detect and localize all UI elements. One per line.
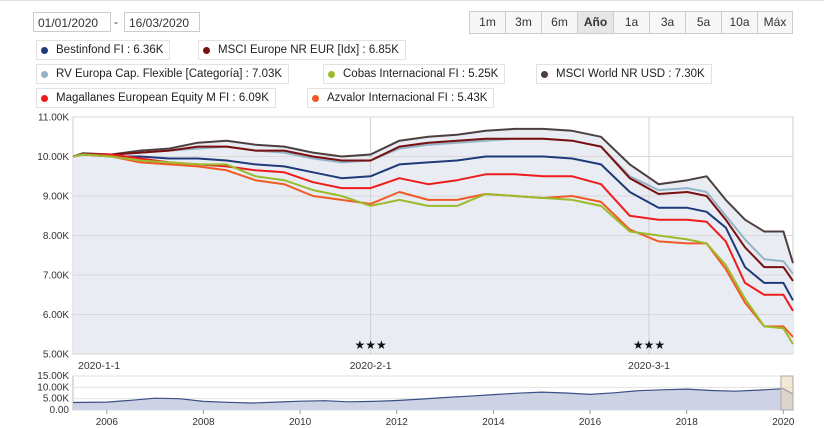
- x-tick-label: 2020-3-1: [628, 360, 670, 372]
- x-tick-label: 2020-1-1: [78, 360, 120, 372]
- y-tick-label: 8.00K: [43, 231, 69, 242]
- range-button-ytd[interactable]: Año: [578, 12, 614, 33]
- navigator-selection: [780, 375, 794, 411]
- series-line: [72, 137, 794, 275]
- navigator-x-tick-label: 2006: [96, 417, 119, 428]
- series-line: [72, 153, 794, 345]
- legend-label: MSCI World NR USD : 7.30K: [556, 68, 705, 80]
- navigator-frame: [72, 375, 794, 411]
- navigator-y-tick-label: 10.00K: [37, 382, 69, 393]
- range-button-1y[interactable]: 1a: [614, 12, 650, 33]
- range-button-3m[interactable]: 3m: [506, 12, 542, 33]
- legend-item-azvalor[interactable]: Azvalor Internacional FI : 5.43K: [307, 88, 495, 108]
- range-button-3y[interactable]: 3a: [650, 12, 686, 33]
- navigator-line: [72, 388, 794, 404]
- legend-item-cobas[interactable]: Cobas Internacional FI : 5.25K: [323, 64, 506, 84]
- navigator-x-tick-label: 2018: [676, 417, 699, 428]
- navigator-x-tick-label: 2012: [386, 417, 409, 428]
- date-from-input[interactable]: 01/01/2020: [33, 12, 111, 32]
- range-button-10y[interactable]: 10a: [722, 12, 758, 33]
- legend-label: MSCI Europe NR EUR [Idx] : 6.85K: [218, 44, 399, 56]
- navigator-x-tick-label: 2020: [772, 417, 795, 428]
- y-tick-label: 11.00K: [38, 113, 69, 124]
- legend-dot-icon: [312, 94, 319, 102]
- legend-label: Cobas Internacional FI : 5.25K: [343, 68, 499, 80]
- event-marker: ★★★: [633, 338, 665, 352]
- y-tick-label: 5.00K: [43, 350, 69, 361]
- y-tick-label: 6.00K: [43, 310, 69, 321]
- date-separator: -: [114, 15, 118, 29]
- legend-dot-icon: [203, 46, 210, 54]
- legend-item-rv-europa[interactable]: RV Europa Cap. Flexible [Categoría] : 7.…: [36, 64, 290, 84]
- legend-item-bestinfond[interactable]: Bestinfond FI : 6.36K: [36, 40, 171, 60]
- navigator-x-tick-label: 2010: [289, 417, 312, 428]
- series-line: [72, 153, 794, 338]
- navigator-y-tick-label: 5.00K: [43, 394, 69, 405]
- event-marker: ★★★: [354, 338, 386, 352]
- series-line: [72, 153, 794, 312]
- y-tick-label: 9.00K: [43, 192, 69, 203]
- legend-dot-icon: [328, 70, 335, 78]
- y-tick-label: 7.00K: [43, 271, 69, 282]
- legend-item-msci-europe[interactable]: MSCI Europe NR EUR [Idx] : 6.85K: [198, 40, 406, 60]
- legend-label: Azvalor Internacional FI : 5.43K: [327, 92, 488, 104]
- legend-dot-icon: [541, 70, 548, 78]
- series-line: [72, 153, 794, 301]
- series-line: [72, 127, 794, 264]
- legend-dot-icon: [41, 94, 48, 102]
- date-to-input[interactable]: 16/03/2020: [124, 12, 200, 32]
- navigator-x-tick-label: 2016: [579, 417, 602, 428]
- legend-dot-icon: [41, 46, 48, 54]
- plot-area: [72, 116, 794, 355]
- x-tick-label: 2020-2-1: [350, 360, 392, 372]
- navigator-y-tick-label: 15.00K: [37, 371, 69, 382]
- legend-item-msci-world[interactable]: MSCI World NR USD : 7.30K: [536, 64, 712, 84]
- area-fill: [73, 128, 793, 354]
- navigator-area: [73, 388, 793, 410]
- y-tick-label: 10.00K: [37, 152, 69, 163]
- range-button-1m[interactable]: 1m: [470, 12, 506, 33]
- legend-dot-icon: [41, 70, 48, 78]
- legend-label: RV Europa Cap. Flexible [Categoría] : 7.…: [56, 68, 283, 80]
- legend-label: Bestinfond FI : 6.36K: [56, 44, 164, 56]
- navigator-x-tick-label: 2014: [482, 417, 505, 428]
- range-selector: 1m 3m 6m Año 1a 3a 5a 10a Máx: [469, 11, 793, 34]
- top-border: [0, 0, 824, 9]
- legend-label: Magallanes European Equity M FI : 6.09K: [56, 92, 269, 104]
- navigator-x-tick-label: 2008: [192, 417, 215, 428]
- legend-item-magallanes[interactable]: Magallanes European Equity M FI : 6.09K: [36, 88, 276, 108]
- range-button-max[interactable]: Máx: [758, 12, 792, 33]
- navigator-y-tick-label: 0.00: [50, 405, 70, 416]
- series-line: [72, 137, 794, 282]
- range-button-5y[interactable]: 5a: [686, 12, 722, 33]
- range-button-6m[interactable]: 6m: [542, 12, 578, 33]
